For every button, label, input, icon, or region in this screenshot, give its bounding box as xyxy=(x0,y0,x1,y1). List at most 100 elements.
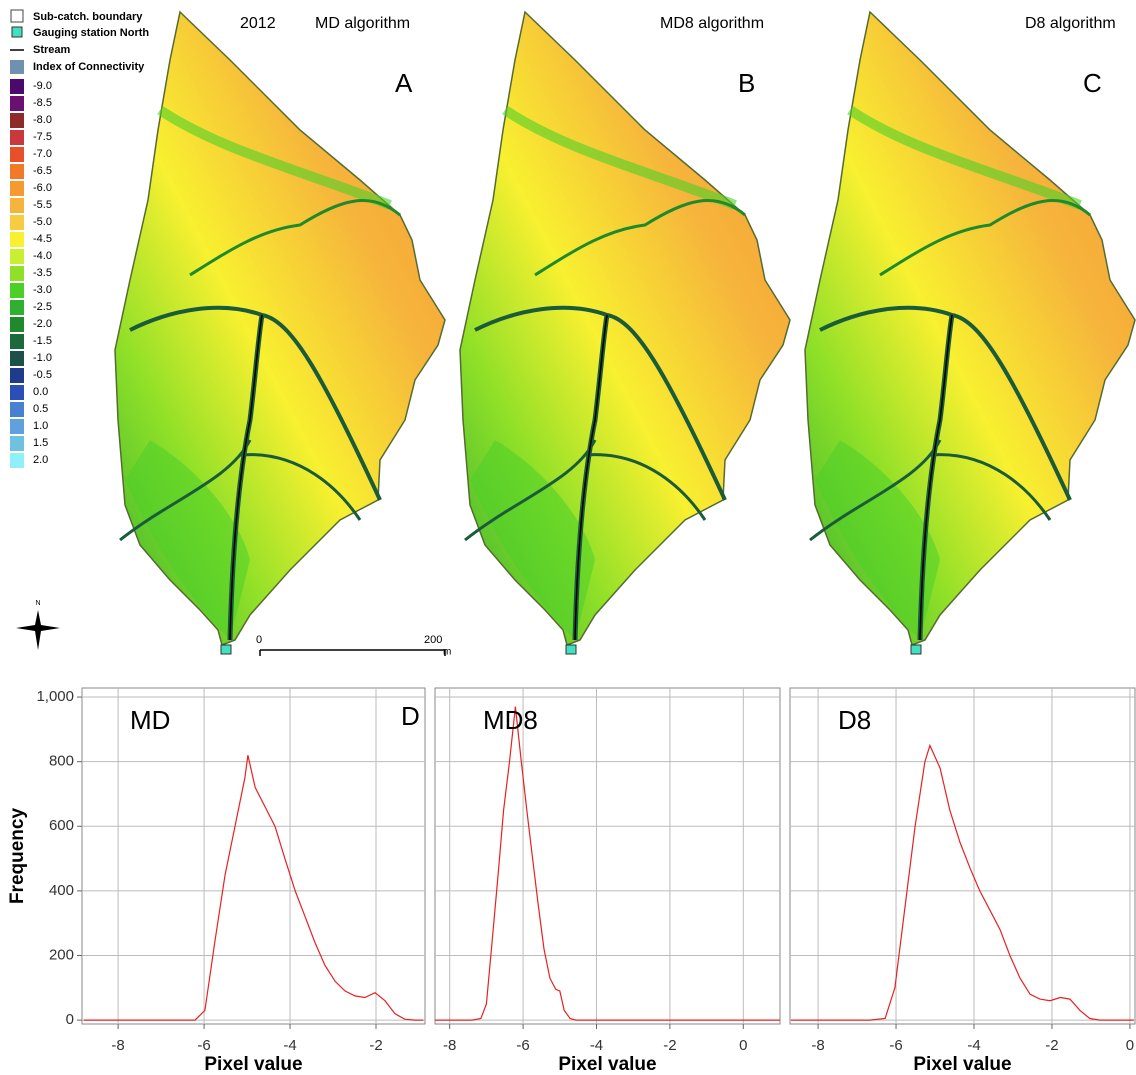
legend-swatch xyxy=(10,334,24,349)
legend-swatch xyxy=(10,181,24,196)
legend-swatch xyxy=(10,300,24,315)
legend-class-label: 0.0 xyxy=(33,386,48,398)
x-tick-label: -8 xyxy=(811,1037,824,1054)
scale-bar: 0 200 m xyxy=(256,634,451,658)
raster-icon xyxy=(10,60,24,74)
scale-label: 0 xyxy=(256,634,262,646)
x-axis-label: Pixel value xyxy=(558,1054,656,1075)
x-tick-label: -4 xyxy=(967,1037,980,1054)
legend-class-label: -7.0 xyxy=(33,148,52,160)
scale-label: 200 xyxy=(424,634,442,646)
histogram-panel: -8 -6 -4 -2 0 200 400 600 800 1,000 MD D Pixel value… xyxy=(7,687,426,1075)
y-tick-label: 1,000 xyxy=(36,688,74,705)
legend-class-label: -1.0 xyxy=(33,352,52,364)
legend-class-label: -4.5 xyxy=(33,233,52,245)
x-axis-label: Pixel value xyxy=(204,1054,302,1075)
x-tick-label: 0 xyxy=(1126,1037,1134,1054)
histogram-panel: -8 -6 -4 -2 0 MD8 Pixel value xyxy=(434,687,781,1075)
legend-item: Sub-catch. boundary xyxy=(33,11,143,23)
legend-swatch xyxy=(10,147,24,162)
legend-class-label: 2.0 xyxy=(33,454,48,466)
histogram-line xyxy=(83,755,424,1021)
legend: Sub-catch. boundary Gauging station Nort… xyxy=(10,9,149,468)
legend-class-label: -2.5 xyxy=(33,301,52,313)
legend-swatch xyxy=(10,385,24,400)
legend-class-label: -8.0 xyxy=(33,114,52,126)
histogram-line xyxy=(435,706,780,1021)
map-title: MD algorithm xyxy=(315,15,410,32)
y-tick-label: 400 xyxy=(49,882,74,899)
legend-class-label: -0.5 xyxy=(33,369,52,381)
x-axis-label: Pixel value xyxy=(913,1054,1011,1075)
legend-swatch xyxy=(10,283,24,298)
legend-swatch xyxy=(10,249,24,264)
legend-item: Stream xyxy=(33,44,71,56)
legend-class-label: -7.5 xyxy=(33,131,52,143)
north-label: N xyxy=(35,600,40,607)
legend-swatch xyxy=(10,130,24,145)
map-title: D8 algorithm xyxy=(1025,15,1116,32)
legend-class-label: -4.0 xyxy=(33,250,52,262)
legend-class-label: -1.5 xyxy=(33,335,52,347)
legend-class-label: -3.5 xyxy=(33,267,52,279)
legend-class-label: 1.5 xyxy=(33,437,48,449)
x-tick-label: -2 xyxy=(663,1037,676,1054)
legend-swatch xyxy=(10,198,24,213)
boundary-icon xyxy=(10,9,24,23)
legend-swatch xyxy=(10,453,24,468)
map-a xyxy=(115,12,445,654)
map-letter: B xyxy=(738,68,755,98)
legend-class-label: -9.0 xyxy=(33,80,52,92)
legend-class-label: -5.0 xyxy=(33,216,52,228)
x-tick-label: -8 xyxy=(443,1037,456,1054)
legend-swatch xyxy=(10,96,24,111)
north-arrow: N xyxy=(16,600,60,650)
map-year: 2012 xyxy=(240,15,276,32)
y-axis-label: Frequency xyxy=(7,808,28,905)
panel-annotation: MD8 xyxy=(483,705,538,735)
y-tick-label: 200 xyxy=(49,946,74,963)
y-tick-label: 800 xyxy=(49,753,74,770)
legend-swatch xyxy=(10,368,24,383)
scale-unit: m xyxy=(443,647,451,658)
histogram-panel: -8 -6 -4 -2 0 D8 Pixel value xyxy=(789,687,1136,1075)
legend-class-label: -5.5 xyxy=(33,199,52,211)
map-b xyxy=(460,12,790,654)
legend-swatch xyxy=(10,266,24,281)
panel-annotation: D8 xyxy=(838,705,871,735)
legend-item: Gauging station North xyxy=(33,27,149,39)
legend-swatch xyxy=(10,232,24,247)
legend-swatch xyxy=(10,402,24,417)
y-tick-label: 0 xyxy=(66,1011,74,1028)
x-tick-label: -2 xyxy=(1045,1037,1058,1054)
plot-frame xyxy=(434,687,781,1025)
station-icon xyxy=(11,26,23,38)
legend-item: Index of Connectivity xyxy=(33,61,145,73)
map-letter: C xyxy=(1083,68,1102,98)
x-tick-label: -2 xyxy=(369,1037,382,1054)
legend-class-label: 0.5 xyxy=(33,403,48,415)
plot-frame xyxy=(789,687,1136,1025)
legend-swatch xyxy=(10,419,24,434)
plot-frame xyxy=(81,687,426,1025)
legend-swatch xyxy=(10,113,24,128)
histogram-line xyxy=(790,743,1134,1021)
x-tick-label: -6 xyxy=(889,1037,902,1054)
legend-swatch xyxy=(10,351,24,366)
x-tick-label: -6 xyxy=(197,1037,210,1054)
legend-class-label: 1.0 xyxy=(33,420,48,432)
x-tick-label: -4 xyxy=(590,1037,603,1054)
x-tick-label: -6 xyxy=(516,1037,529,1054)
map-letter: A xyxy=(395,68,413,98)
x-tick-label: 0 xyxy=(739,1037,747,1054)
legend-class-label: -6.0 xyxy=(33,182,52,194)
legend-swatch xyxy=(10,79,24,94)
legend-swatch xyxy=(10,317,24,332)
maps xyxy=(115,12,1135,654)
x-tick-label: -8 xyxy=(111,1037,124,1054)
legend-swatch xyxy=(10,164,24,179)
y-tick-label: 600 xyxy=(49,817,74,834)
legend-class-label: -8.5 xyxy=(33,97,52,109)
map-title: MD8 algorithm xyxy=(660,15,764,32)
